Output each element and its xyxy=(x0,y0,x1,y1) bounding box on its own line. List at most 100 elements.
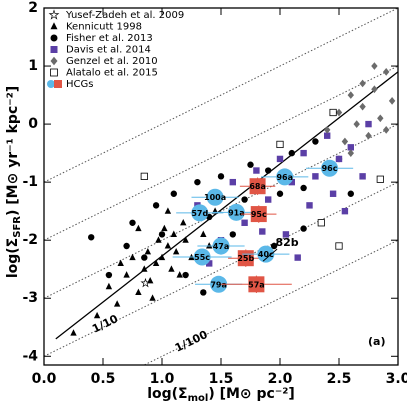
point xyxy=(359,173,366,180)
point xyxy=(388,97,396,105)
point xyxy=(324,132,331,139)
x-tick-label: 1.0 xyxy=(150,371,175,387)
point xyxy=(123,242,130,250)
legend-label: HCGs xyxy=(66,79,93,90)
point xyxy=(200,230,207,237)
point xyxy=(276,140,284,149)
point-label: 55c xyxy=(194,253,210,262)
point xyxy=(123,271,130,278)
point xyxy=(377,114,384,123)
point xyxy=(152,259,160,266)
point xyxy=(50,34,58,42)
point xyxy=(288,149,295,157)
point xyxy=(47,80,55,88)
point xyxy=(306,202,313,209)
point xyxy=(155,236,162,243)
point xyxy=(347,91,354,99)
point xyxy=(135,224,142,232)
point xyxy=(347,144,354,151)
annotation: 1/100 xyxy=(173,328,210,355)
point xyxy=(194,178,201,186)
point xyxy=(193,248,211,266)
point xyxy=(158,253,166,261)
x-tick-label: 0.0 xyxy=(32,371,57,387)
point xyxy=(250,206,267,223)
point xyxy=(182,271,189,279)
point xyxy=(329,108,337,117)
point xyxy=(321,159,339,177)
point xyxy=(170,190,177,197)
point xyxy=(365,131,372,140)
point xyxy=(341,207,349,215)
point xyxy=(149,294,156,301)
point xyxy=(365,120,372,128)
point xyxy=(335,155,343,163)
y-label-sub: SFR xyxy=(12,216,23,238)
point xyxy=(206,188,224,206)
point xyxy=(182,236,189,243)
point xyxy=(129,219,136,226)
y-tick-label: -2 xyxy=(22,232,38,248)
point xyxy=(217,173,225,180)
x-label-suffix: ) [M⊙ pc⁻²] xyxy=(208,386,294,402)
point xyxy=(241,196,248,203)
legend-label: Genzel et al. 2010 xyxy=(66,56,158,67)
point xyxy=(141,265,148,272)
x-label-sub: mol xyxy=(188,393,209,404)
point xyxy=(212,237,230,255)
fit-line xyxy=(55,71,398,340)
point xyxy=(135,288,142,295)
legend-label: Fisher et al. 2013 xyxy=(66,33,153,44)
y-tick-label: -4 xyxy=(22,348,38,364)
point xyxy=(50,68,58,77)
point xyxy=(50,22,58,30)
point-label: 68a xyxy=(249,182,266,191)
point xyxy=(210,275,228,293)
depletion-line xyxy=(44,8,398,183)
point xyxy=(176,271,183,278)
point xyxy=(206,260,213,267)
point-label: 79a xyxy=(210,280,227,289)
point xyxy=(172,247,180,255)
depletion-line xyxy=(44,65,398,241)
point xyxy=(347,190,354,197)
depletion-line xyxy=(143,239,398,365)
point xyxy=(168,265,175,272)
y-tick-label: -1 xyxy=(22,174,38,190)
point xyxy=(158,231,166,238)
point xyxy=(335,242,343,250)
point xyxy=(93,311,101,319)
x-tick-label: 0.5 xyxy=(91,371,116,387)
point xyxy=(141,254,148,261)
point-label: 100a xyxy=(204,193,226,202)
point xyxy=(270,242,278,250)
point xyxy=(371,85,378,94)
x-tick-label: 1.5 xyxy=(209,371,234,387)
point xyxy=(48,9,60,20)
depletion-line xyxy=(44,123,398,299)
point xyxy=(200,289,207,296)
point xyxy=(191,204,209,222)
point xyxy=(300,225,307,232)
point-label: 95c xyxy=(251,210,267,219)
point xyxy=(170,230,177,237)
point xyxy=(105,282,113,290)
point-label: 57a xyxy=(248,280,265,289)
point xyxy=(164,242,172,249)
point xyxy=(50,46,58,53)
point xyxy=(383,126,390,134)
point xyxy=(312,138,319,145)
y-tick-label: 1 xyxy=(28,58,38,74)
y-tick-label: 2 xyxy=(28,0,38,16)
point xyxy=(152,202,160,209)
legend-label: Kennicutt 1998 xyxy=(66,22,142,33)
point-label: 47a xyxy=(213,242,230,251)
point xyxy=(88,234,95,241)
legend-label: Yusef-Zadeh et al. 2009 xyxy=(65,10,184,21)
point xyxy=(371,62,378,70)
point xyxy=(383,68,390,76)
y-tick-label: -3 xyxy=(22,290,38,306)
